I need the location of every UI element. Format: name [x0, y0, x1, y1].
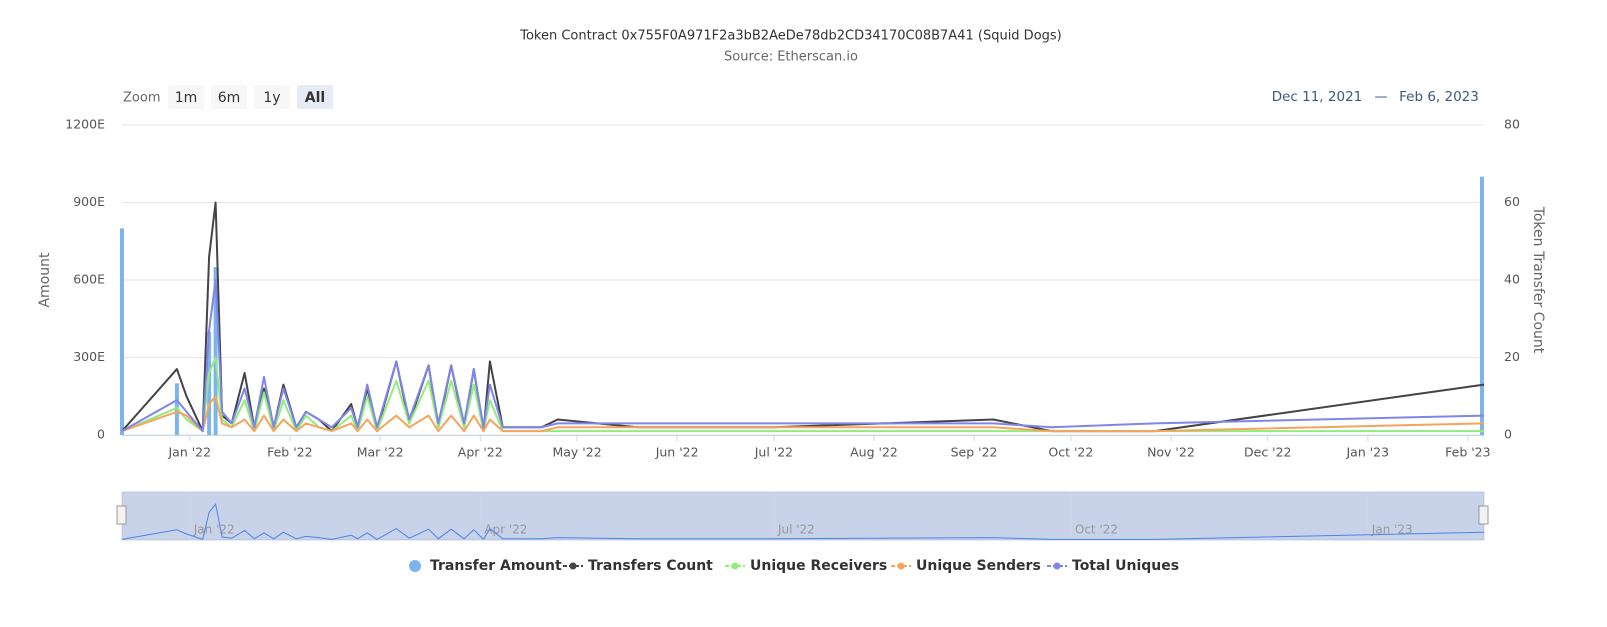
- x-tick-label: Oct '22: [1048, 445, 1093, 460]
- y2-tick-label: 80: [1504, 117, 1520, 132]
- zoom-button[interactable]: [254, 85, 290, 109]
- range-to[interactable]: Feb 6, 2023: [1399, 89, 1479, 105]
- legend-label[interactable]: Unique Senders: [916, 558, 1041, 574]
- x-tick-label: Apr '22: [458, 445, 503, 460]
- navigator-tick-label: Oct '22: [1075, 523, 1118, 537]
- zoom-button-label[interactable]: 1m: [175, 90, 198, 106]
- x-tick-label: Jun '22: [655, 445, 699, 460]
- y2-tick-label: 0: [1504, 427, 1512, 442]
- x-tick-label: Dec '22: [1244, 445, 1292, 460]
- legend-label[interactable]: Transfer Amount: [430, 558, 562, 574]
- y-tick-label: 300E: [73, 349, 105, 364]
- y-tick-label: 0: [97, 427, 105, 442]
- y2-axis-title: Token Transfer Count: [1530, 206, 1546, 354]
- bar: [213, 267, 218, 435]
- chart-title: Token Contract 0x755F0A971F2a3bB2AeDe78d…: [519, 29, 1062, 44]
- x-tick-label: Nov '22: [1147, 445, 1195, 460]
- y-tick-label: 900E: [73, 194, 105, 209]
- line-series: [121, 201, 1485, 433]
- bar: [120, 228, 124, 435]
- navigator-background: [121, 491, 1485, 541]
- legend-marker[interactable]: [731, 562, 739, 570]
- legend-marker[interactable]: [1053, 562, 1061, 570]
- navigator-tick-label: Jan '23: [1371, 523, 1413, 537]
- navigator-handle[interactable]: [1478, 505, 1489, 525]
- zoom-button[interactable]: [211, 85, 247, 109]
- range-separator: —: [1375, 90, 1388, 105]
- x-tick-label: Jul '22: [754, 445, 793, 460]
- x-tick-label: Jan '22: [167, 445, 211, 460]
- legend-symbol[interactable]: [409, 560, 421, 572]
- legend-marker[interactable]: [569, 562, 577, 570]
- navigator-tick-label: Jul '22: [777, 523, 815, 537]
- y2-tick-label: 20: [1504, 349, 1520, 364]
- legend-marker[interactable]: [897, 562, 905, 570]
- x-tick-label: Feb '23: [1445, 445, 1490, 460]
- x-tick-label: Aug '22: [850, 445, 898, 460]
- line-series: [121, 279, 1485, 433]
- navigator-handle[interactable]: [116, 505, 127, 525]
- legend-label[interactable]: Total Uniques: [1072, 558, 1179, 574]
- chart-subtitle: Source: Etherscan.io: [724, 50, 858, 65]
- bar: [207, 331, 212, 435]
- y2-tick-label: 40: [1504, 272, 1520, 287]
- navigator-selection[interactable]: [122, 492, 1484, 540]
- navigator-line: [121, 503, 1485, 540]
- zoom-button[interactable]: [168, 85, 204, 109]
- legend-label[interactable]: Transfers Count: [588, 558, 713, 574]
- zoom-label: Zoom: [123, 91, 160, 106]
- bar: [1480, 176, 1484, 435]
- zoom-button-label[interactable]: 1y: [263, 90, 280, 106]
- y-tick-label: 1200E: [65, 117, 105, 132]
- x-tick-label: Feb '22: [267, 445, 312, 460]
- line-series: [121, 395, 1485, 433]
- zoom-button-label[interactable]: 6m: [218, 90, 241, 106]
- navigator-tick-label: Jan '22: [193, 523, 235, 537]
- x-tick-label: Jan '23: [1346, 445, 1390, 460]
- y2-tick-label: 60: [1504, 194, 1520, 209]
- zoom-button[interactable]: [297, 85, 333, 109]
- line-series: [121, 356, 1484, 433]
- y-axis-title: Amount: [37, 252, 53, 308]
- x-tick-label: May '22: [552, 445, 601, 460]
- zoom-button-label[interactable]: All: [305, 90, 325, 106]
- y-tick-label: 600E: [73, 272, 105, 287]
- range-from[interactable]: Dec 11, 2021: [1272, 89, 1363, 105]
- legend-label[interactable]: Unique Receivers: [750, 558, 887, 574]
- x-tick-label: Sep '22: [951, 445, 998, 460]
- x-tick-label: Mar '22: [357, 445, 404, 460]
